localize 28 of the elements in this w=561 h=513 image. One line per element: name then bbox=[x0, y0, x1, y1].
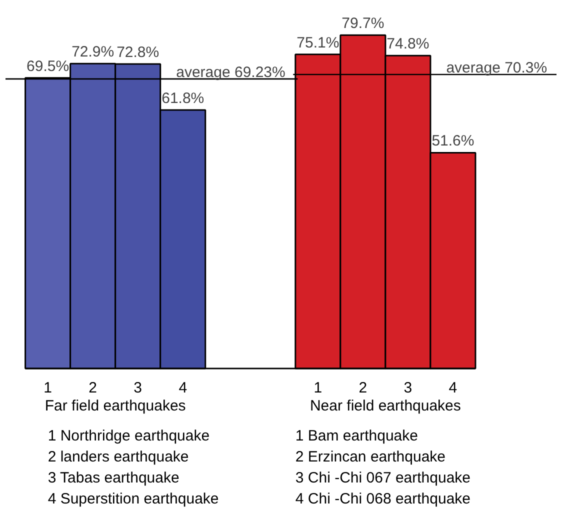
data-label: 72.8% bbox=[116, 44, 160, 62]
text: 1 Bam earthquake bbox=[295, 428, 418, 444]
text: 1 Northridge earthquake bbox=[48, 428, 210, 444]
data-label: 69.5% bbox=[26, 58, 70, 75]
data-label: 79.7% bbox=[342, 15, 384, 32]
text: Far field earthquakes bbox=[44, 398, 186, 414]
ref-line-label: average 69.23% bbox=[176, 64, 286, 81]
text: 2 landers earthquake bbox=[48, 448, 189, 466]
text: 3 Chi -Chi 067 earthquake bbox=[295, 470, 471, 486]
x-tick-label: 1 bbox=[314, 380, 322, 396]
x-tick-label: 3 bbox=[404, 380, 412, 396]
text: 2 Erzincan earthquake bbox=[295, 448, 446, 466]
data-label: 61.8% bbox=[162, 90, 204, 108]
x-tick-label: 4 bbox=[448, 380, 458, 396]
data-label: 72.9% bbox=[72, 44, 114, 61]
x-tick-label: 2 bbox=[88, 380, 98, 396]
text: 4 Superstition earthquake bbox=[48, 490, 219, 508]
data-label: 74.8% bbox=[386, 36, 430, 53]
x-tick-label: 4 bbox=[178, 380, 188, 396]
ref-line-label: average 70.3% bbox=[446, 59, 548, 76]
x-tick-label: 2 bbox=[358, 380, 368, 396]
x-tick-label: 1 bbox=[44, 380, 52, 396]
data-label: 75.1% bbox=[296, 34, 340, 52]
data-label: 51.6% bbox=[432, 132, 474, 150]
text: Near field earthquakes bbox=[310, 398, 461, 414]
text: 4 Chi -Chi 068 earthquake bbox=[295, 490, 471, 508]
text: 3 Tabas earthquake bbox=[48, 470, 180, 486]
x-tick-label: 3 bbox=[134, 380, 142, 396]
